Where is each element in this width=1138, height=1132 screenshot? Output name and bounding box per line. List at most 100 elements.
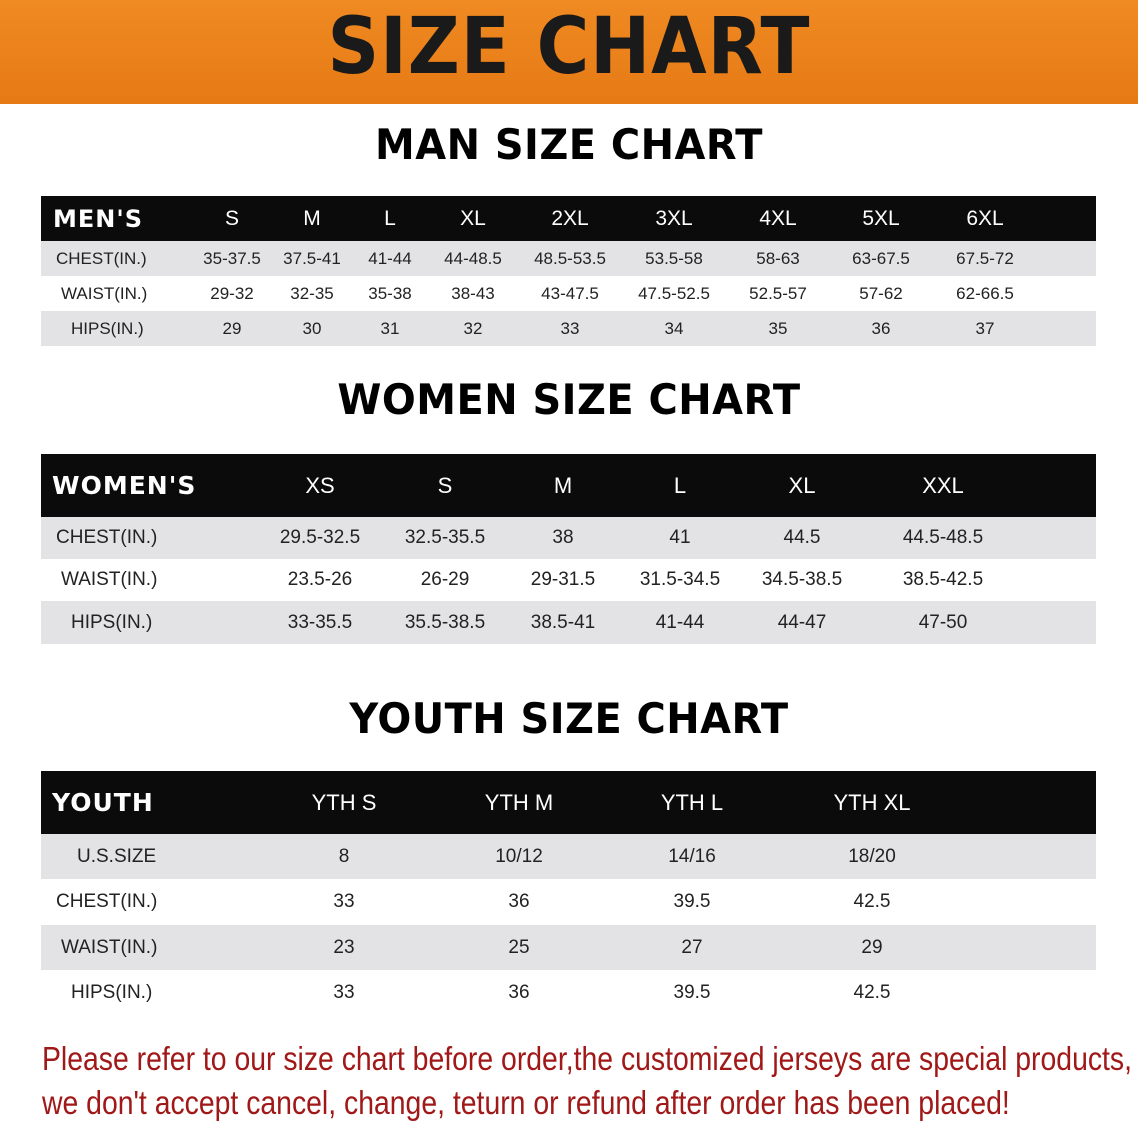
table-row: CHEST(IN.) 35-37.5 37.5-41 41-44 44-48.5 48.5… [41, 241, 1096, 276]
youth-section-title: YOUTH SIZE CHART [349, 694, 789, 743]
table-row: U.S.SIZE 8 10/12 14/16 18/20 [41, 834, 1096, 879]
table-cell: 32.5-35.5 [404, 527, 486, 548]
table-header-label: YOUTH [52, 788, 154, 817]
order-notice-line-1: Please refer to our size chart before or… [42, 1040, 1133, 1077]
women-size-table: WOMEN'S XS S M L XL XXL CHEST(IN.) 29.5-32.5 32.5… [41, 454, 1096, 644]
table-cell: 62-66.5 [956, 283, 1014, 303]
size-column-header: S [224, 206, 240, 230]
table-cell: 47.5-52.5 [638, 283, 710, 303]
table-row: HIPS(IN.) 33-35.5 35.5-38.5 38.5-41 41-44 44-… [41, 601, 1096, 644]
table-cell: 63-67.5 [852, 248, 910, 268]
table-row: WAIST(IN.) 23.5-26 26-29 29-31.5 31.5-34.5 34… [41, 559, 1096, 601]
size-column-header: YTH XL [833, 789, 911, 815]
table-cell: 52.5-57 [749, 283, 807, 303]
size-column-header: L [384, 206, 396, 230]
size-column-header: YTH L [660, 789, 724, 815]
order-notice-line-2: we don't accept cancel, change, teturn o… [42, 1084, 1010, 1121]
table-cell: 37 [975, 318, 995, 338]
table-row: CHEST(IN.) 33 36 39.5 42.5 [41, 879, 1096, 925]
measurement-label: HIPS(IN.) [71, 611, 153, 633]
table-row: CHEST(IN.) 29.5-32.5 32.5-35.5 38 41 44.5 44.5… [41, 517, 1096, 559]
table-cell: 18/20 [848, 845, 896, 867]
table-cell: 29-32 [210, 283, 254, 303]
men-section-title: MAN SIZE CHART [375, 120, 763, 169]
table-cell: 44-48.5 [444, 248, 502, 268]
table-cell: 33 [333, 981, 355, 1003]
measurement-label: WAIST(IN.) [61, 936, 158, 958]
table-cell: 33-35.5 [287, 611, 353, 633]
table-header-label: WOMEN'S [52, 471, 197, 500]
table-cell: 57-62 [859, 283, 903, 303]
table-cell: 42.5 [853, 891, 891, 912]
size-column-header: 5XL [862, 206, 900, 230]
table-cell: 36 [508, 891, 530, 912]
size-column-header: YTH M [484, 789, 554, 815]
table-row: HIPS(IN.) 29 30 31 32 33 34 35 36 37 [41, 311, 1096, 346]
measurement-label: HIPS(IN.) [71, 318, 144, 338]
table-cell: 10/12 [495, 845, 543, 867]
table-cell: 48.5-53.5 [534, 248, 606, 268]
measurement-label: CHEST(IN.) [56, 248, 147, 268]
size-column-header: M [553, 472, 573, 498]
table-cell: 43-47.5 [541, 283, 599, 303]
size-column-header: M [303, 206, 321, 230]
table-cell: 23 [333, 936, 355, 958]
table-cell: 30 [302, 318, 322, 338]
size-column-header: XL [460, 206, 486, 230]
table-cell: 58-63 [756, 248, 800, 268]
size-column-header: XXL [922, 472, 964, 498]
size-column-header: XL [788, 472, 816, 498]
measurement-label: CHEST(IN.) [56, 891, 158, 912]
table-cell: 29-31.5 [530, 569, 596, 590]
table-cell: 38.5-42.5 [902, 569, 984, 590]
size-column-header: XS [305, 472, 335, 498]
table-cell: 29.5-32.5 [279, 527, 361, 548]
table-cell: 31 [380, 318, 400, 338]
table-cell: 37.5-41 [283, 248, 341, 268]
size-column-header: YTH S [311, 789, 377, 815]
table-cell: 26-29 [420, 569, 470, 590]
table-cell: 36 [871, 318, 891, 338]
table-cell: 41-44 [368, 248, 412, 268]
table-cell: 35.5-38.5 [404, 611, 486, 633]
size-column-header: 2XL [551, 206, 589, 230]
table-cell: 44.5-48.5 [902, 527, 984, 548]
table-cell: 34 [664, 318, 684, 338]
table-header-label: MEN'S [53, 204, 143, 233]
youth-header-row: YOUTH YTH S YTH M YTH L YTH XL [41, 771, 1096, 834]
banner-title: SIZE CHART [327, 2, 811, 92]
table-cell: 29 [222, 318, 242, 338]
measurement-label: WAIST(IN.) [61, 283, 148, 303]
table-cell: 38 [552, 527, 574, 548]
women-section-title: WOMEN SIZE CHART [337, 375, 801, 424]
table-cell: 8 [338, 845, 350, 867]
table-cell: 38.5-41 [530, 611, 596, 633]
men-header-row: MEN'S S M L XL 2XL 3XL 4XL 5XL 6XL [41, 196, 1096, 241]
size-column-header: S [437, 472, 453, 498]
table-cell: 36 [508, 981, 530, 1003]
table-row: WAIST(IN.) 29-32 32-35 35-38 38-43 43-47.5 47.… [41, 276, 1096, 311]
measurement-label: HIPS(IN.) [71, 981, 153, 1003]
table-cell: 35-38 [368, 283, 412, 303]
table-cell: 35 [768, 318, 788, 338]
measurement-label: WAIST(IN.) [61, 569, 158, 590]
table-cell: 42.5 [853, 981, 891, 1003]
table-cell: 47-50 [918, 611, 968, 633]
table-cell: 53.5-58 [645, 248, 703, 268]
table-cell: 35-37.5 [203, 248, 261, 268]
table-cell: 32 [463, 318, 483, 338]
size-column-header: 4XL [759, 206, 797, 230]
measurement-label: U.S.SIZE [77, 845, 157, 867]
table-cell: 39.5 [673, 891, 711, 912]
table-row: HIPS(IN.) 33 36 39.5 42.5 [41, 970, 1096, 1015]
table-cell: 38-43 [451, 283, 495, 303]
table-cell: 29 [861, 936, 883, 958]
table-cell: 33 [560, 318, 580, 338]
table-cell: 31.5-34.5 [639, 569, 721, 590]
table-cell: 33 [333, 891, 355, 912]
men-size-table: MEN'S S M L XL 2XL 3XL 4XL 5XL 6XL CHEST(IN.) 35-37… [41, 196, 1096, 346]
table-cell: 23.5-26 [287, 569, 353, 590]
table-cell: 44-47 [777, 611, 827, 633]
size-column-header: 6XL [966, 206, 1004, 230]
women-header-row: WOMEN'S XS S M L XL XXL [41, 454, 1096, 517]
